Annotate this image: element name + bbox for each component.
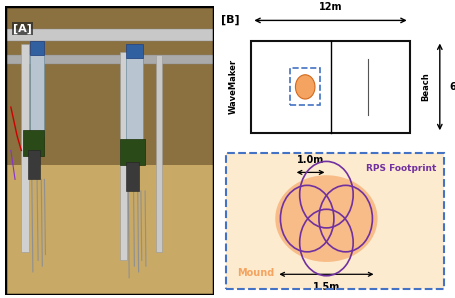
Bar — [120, 52, 127, 260]
Bar — [5, 165, 214, 295]
Bar — [251, 41, 409, 133]
Text: 6m: 6m — [448, 82, 455, 92]
Bar — [225, 153, 444, 289]
Text: 12m: 12m — [318, 2, 342, 12]
Bar — [5, 55, 214, 64]
Bar — [126, 162, 138, 191]
Bar — [30, 55, 44, 136]
Bar — [155, 55, 162, 252]
Bar — [5, 29, 214, 41]
Text: 1.0m: 1.0m — [296, 155, 324, 165]
Circle shape — [295, 75, 314, 99]
Bar — [28, 150, 40, 179]
Bar — [120, 139, 145, 165]
Text: RPS Footprint: RPS Footprint — [365, 164, 435, 173]
Text: WaveMaker: WaveMaker — [228, 59, 237, 114]
Text: Beach: Beach — [420, 72, 430, 101]
Bar — [290, 69, 319, 105]
Ellipse shape — [275, 175, 377, 262]
Bar — [23, 130, 44, 156]
Text: [A]: [A] — [13, 23, 32, 34]
Bar — [126, 58, 143, 145]
Bar — [5, 6, 214, 165]
Bar — [225, 153, 444, 289]
Text: Mound: Mound — [237, 268, 274, 278]
Bar — [21, 44, 29, 252]
Text: 1.5m: 1.5m — [312, 283, 339, 292]
Text: [B]: [B] — [221, 15, 239, 25]
Bar — [126, 44, 143, 58]
Bar — [30, 41, 44, 55]
